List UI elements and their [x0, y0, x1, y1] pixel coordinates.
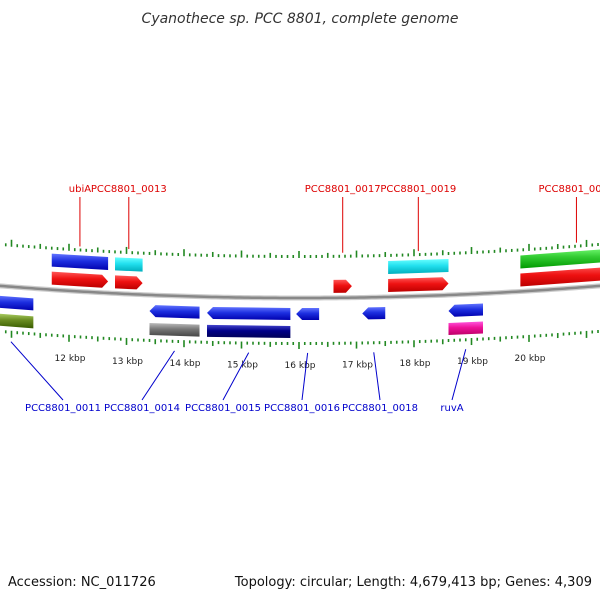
gene-label[interactable]: PCC8801_0015	[185, 403, 261, 414]
gene-label[interactable]: PCC8801_0017	[305, 184, 381, 195]
gene-label[interactable]: PCC8801_0014	[104, 403, 180, 414]
cds-feature[interactable]	[296, 307, 320, 320]
gene-feature[interactable]	[333, 279, 352, 293]
gene-label[interactable]: PCC8801_0016	[264, 403, 340, 414]
gene-feature[interactable]	[51, 271, 109, 288]
gene-label-leader	[301, 352, 309, 401]
genome-summary-text: Topology: circular; Length: 4,679,413 bp…	[234, 575, 592, 590]
gene-tracks	[0, 247, 600, 338]
gene-feature[interactable]	[0, 313, 34, 329]
gene-label[interactable]: PCC8801_0011	[25, 403, 101, 414]
scale-ticks: 12 kbp 13 kbp 14 kbp 15 kbp 16 kbp 17 kbp 18 k…	[4, 239, 599, 371]
gene-label-leader	[451, 349, 467, 401]
cds-feature[interactable]	[0, 295, 34, 311]
scale-tick-label: 17 kbp	[342, 361, 373, 371]
backbone-line	[0, 284, 600, 300]
gene-label[interactable]: ubiA	[69, 184, 91, 195]
gene-label-leader	[222, 352, 250, 401]
cds-feature[interactable]	[448, 303, 484, 317]
genome-backbone	[0, 283, 600, 301]
gene-label[interactable]: PCC8801_0018	[342, 403, 418, 414]
gene-feature[interactable]	[207, 324, 291, 338]
gene-label-leader	[10, 341, 64, 401]
gene-label[interactable]: PCC8801_0019	[380, 184, 456, 195]
scale-tick-label: 14 kbp	[170, 359, 201, 369]
gene-feature[interactable]	[115, 275, 143, 290]
gene-feature[interactable]	[448, 321, 484, 336]
gene-label[interactable]: PCC8801_0013	[91, 184, 167, 195]
scale-tick-label: 16 kbp	[285, 361, 316, 371]
scale-tick-label: 18 kbp	[400, 359, 431, 369]
scale-tick-label: 19 kbp	[457, 357, 488, 367]
scale-tick-label: 20 kbp	[515, 354, 546, 364]
gene-feature[interactable]	[388, 277, 449, 292]
cds-feature[interactable]	[51, 253, 109, 271]
scale-tick-label: 13 kbp	[112, 357, 143, 367]
cds-feature[interactable]	[207, 306, 291, 320]
gene-label[interactable]: ruvA	[440, 403, 463, 414]
gene-label-leader	[373, 352, 381, 401]
gene-labels: ubiA PCC8801_0013 PCC8801_0017 PCC8801_0019…	[10, 184, 600, 414]
gene-label-leader	[141, 350, 175, 401]
gene-label[interactable]: PCC8801_0021	[538, 184, 600, 195]
scale-tick-label: 15 kbp	[227, 361, 258, 371]
scale-tick-label: 12 kbp	[55, 354, 86, 364]
cds-feature[interactable]	[362, 307, 386, 320]
map-title: Cyanothece sp. PCC 8801, complete genome	[142, 11, 459, 27]
cds-feature[interactable]	[115, 257, 143, 272]
cds-feature[interactable]	[388, 259, 449, 274]
cds-feature[interactable]	[149, 305, 200, 319]
cds-feature[interactable]	[520, 247, 600, 269]
accession-text: Accession: NC_011726	[8, 575, 156, 590]
gene-feature[interactable]	[149, 322, 200, 337]
gene-feature[interactable]	[520, 266, 600, 287]
